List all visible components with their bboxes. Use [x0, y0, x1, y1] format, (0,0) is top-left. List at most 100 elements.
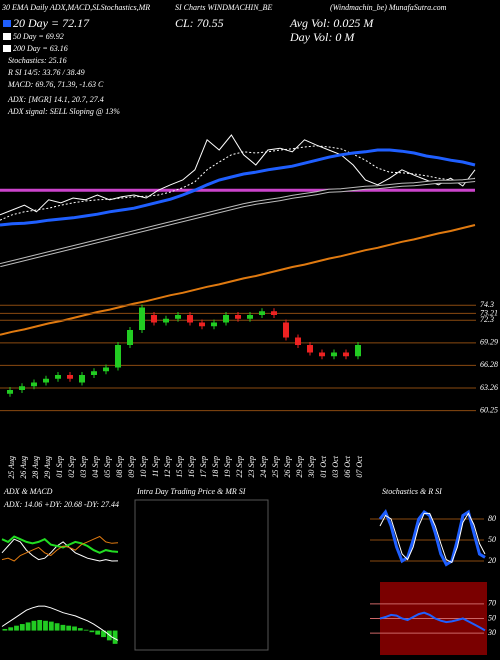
series-line [0, 145, 476, 221]
candle-body [67, 375, 73, 379]
x-tick-label: 22 Sep [235, 456, 244, 478]
histogram-bar [60, 624, 66, 631]
x-tick-label: 29 Sep [295, 456, 304, 478]
histogram-bar [89, 630, 95, 633]
histogram-bar [25, 622, 31, 631]
x-tick-label: 04 Sep [91, 456, 100, 478]
x-tick-label: 29 Aug [43, 456, 52, 479]
candle-body [103, 367, 109, 372]
candle-body [43, 378, 49, 383]
y-tick-label: 69.29 [480, 338, 498, 347]
x-tick-label: 03 Oct [331, 455, 340, 477]
candle-body [79, 375, 85, 383]
x-tick-label: 11 Sep [151, 456, 160, 477]
y-tick-label: 30 [487, 628, 496, 637]
candle-body [223, 315, 229, 323]
candle-body [295, 337, 301, 345]
candle-body [211, 322, 217, 327]
y-tick-label: 73.21 [480, 308, 498, 317]
candle-body [271, 311, 277, 315]
histogram-bar [14, 625, 19, 631]
panel-subtitle: ADX: 14.06 +DY: 20.68 -DY: 27.44 [3, 500, 119, 509]
y-tick-label: 50 [488, 535, 496, 544]
macd-note: MACD: 69.76, 71.39, -1.63 C [7, 80, 104, 89]
candle-body [55, 375, 61, 379]
y-tick-label: 63.26 [480, 383, 498, 392]
x-tick-label: 06 Oct [343, 455, 352, 477]
candle-body [91, 371, 97, 375]
header-left: 30 EMA Daily ADX,MACD,SLStochastics,MR [1, 3, 150, 12]
x-tick-label: 16 Sep [187, 456, 196, 478]
x-tick-label: 25 Sep [271, 456, 280, 478]
header-right: (Windmachin_be) MunafaSutra.com [330, 3, 447, 12]
adx-signal: ADX signal: SELL Sloping @ 13% [7, 107, 120, 116]
histogram-bar [19, 624, 25, 631]
x-tick-label: 01 Oct [319, 455, 328, 477]
candle-body [187, 315, 193, 323]
x-tick-label: 02 Sep [67, 456, 76, 478]
series-line [1, 538, 119, 562]
series-line [378, 509, 486, 567]
series-line [1, 605, 119, 641]
x-tick-label: 23 Sep [247, 456, 256, 478]
ema20: 20 Day = 72.17 [13, 16, 90, 30]
series-line [1, 535, 119, 562]
x-tick-label: 26 Aug [19, 456, 28, 479]
ema200: 200 Day = 63.16 [13, 44, 68, 53]
rsi-note: R SI 14/5: 33.76 / 38.49 [7, 68, 85, 77]
line-band-inner [0, 179, 476, 267]
legend-swatch [3, 33, 11, 40]
histogram-bar [66, 625, 72, 631]
candle-body [259, 311, 265, 315]
x-tick-label: 12 Sep [163, 456, 172, 478]
y-tick-label: 20 [488, 556, 496, 565]
adx-note: ADX: [MGR] 14.1, 20.7, 27.4 [7, 95, 104, 104]
histogram-bar [43, 620, 48, 631]
candle-body [127, 330, 133, 345]
series-line [1, 535, 119, 554]
x-tick-label: 08 Sep [115, 456, 124, 478]
candle-body [343, 352, 349, 357]
y-tick-label: 80 [488, 514, 496, 523]
histogram-bar [83, 629, 89, 631]
candle-body [319, 352, 325, 357]
y-tick-label: 74.3 [480, 300, 494, 309]
candle-body [151, 315, 157, 323]
histogram-bar [8, 627, 14, 631]
candle-body [19, 386, 25, 390]
candle-body [307, 345, 313, 353]
ema50: 50 Day = 69.92 [13, 32, 64, 41]
intraday-title: Intra Day Trading Price & MR SI [136, 487, 246, 496]
histogram-bar [72, 626, 77, 631]
y-tick-label: 70 [488, 599, 496, 608]
candle-body [31, 382, 37, 387]
candle-body [163, 318, 169, 323]
candle-body [331, 352, 337, 357]
legend-swatch [3, 20, 11, 27]
histogram-bar [31, 620, 37, 631]
series-line [0, 134, 476, 216]
x-tick-label: 30 Sep [307, 456, 316, 479]
x-tick-label: 17 Sep [199, 456, 208, 478]
x-tick-label: 10 Sep [139, 456, 148, 478]
candle-body [355, 345, 361, 357]
candle-body [7, 390, 13, 394]
series-line [0, 224, 476, 336]
panel-title: ADX & MACD [3, 487, 53, 496]
candle-body [175, 315, 181, 319]
candle-body [199, 322, 205, 327]
candle-body [283, 322, 289, 338]
header-mid: SI Charts WINDMACHIN_BE [175, 3, 272, 12]
x-tick-label: 28 Aug [31, 456, 40, 479]
legend-swatch [3, 45, 11, 52]
histogram-bar [95, 630, 101, 635]
candle-body [235, 315, 241, 319]
x-tick-label: 15 Sep [175, 456, 184, 478]
y-tick-label: 72.3 [480, 315, 494, 324]
x-tick-label: 03 Sep [79, 456, 88, 478]
day-vol: Day Vol: 0 M [289, 30, 355, 44]
candle-body [247, 315, 253, 319]
x-tick-label: 18 Sep [211, 456, 220, 478]
close-price: CL: 70.55 [175, 16, 224, 30]
